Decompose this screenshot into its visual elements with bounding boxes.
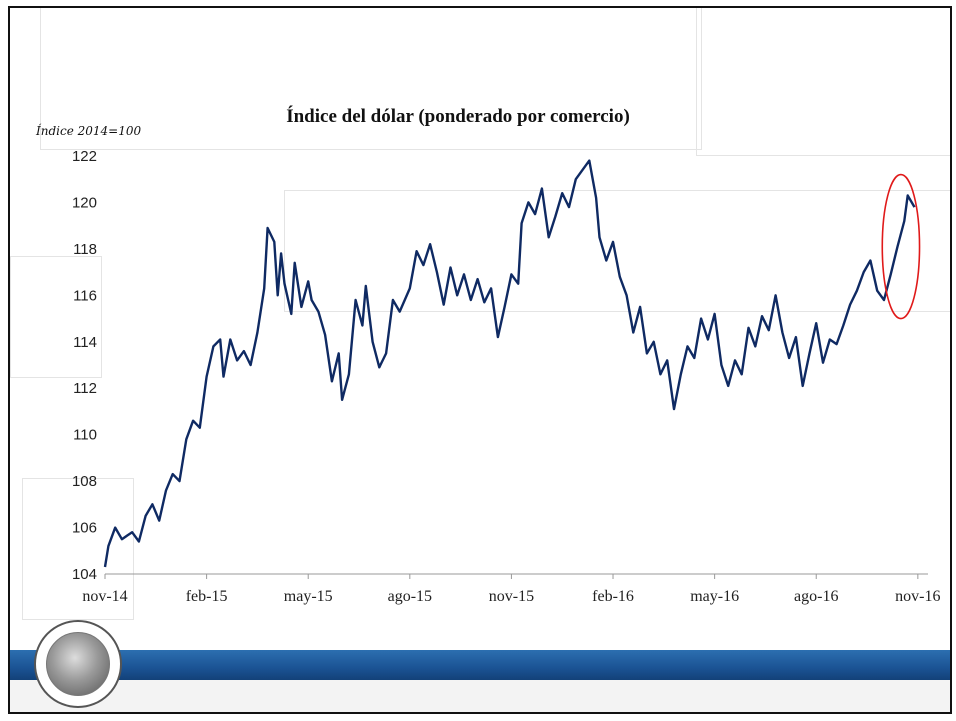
banco-republica-seal xyxy=(34,620,122,708)
x-tick-label: may-16 xyxy=(690,588,739,605)
x-tick-label: may-15 xyxy=(284,588,333,605)
slide: Índice del dólar (ponderado por comercio… xyxy=(8,6,952,714)
y-axis-ticks: 104 106 108 110 112 114 116 118 120 122 xyxy=(72,148,97,583)
x-tick-label: ago-16 xyxy=(794,588,838,605)
x-tick-label: feb-16 xyxy=(592,588,634,605)
y-tick-label: 108 xyxy=(72,473,97,490)
background-frame xyxy=(696,8,950,156)
background-frame xyxy=(22,478,134,620)
footer-shadow xyxy=(10,680,950,712)
footer-band xyxy=(10,650,950,680)
x-tick-label: nov-15 xyxy=(489,588,534,605)
background-frame xyxy=(10,256,102,378)
y-tick-label: 112 xyxy=(73,380,97,397)
dollar-index-chart: 104 106 108 110 112 114 116 118 120 122 nov-14 feb… xyxy=(72,148,941,605)
x-tick-label: ago-15 xyxy=(388,588,432,605)
y-tick-label: 114 xyxy=(73,334,97,351)
x-axis-ticks: nov-14 feb-15 may-15 ago-15 nov-15 feb-16 may-… xyxy=(82,574,941,605)
y-tick-label: 110 xyxy=(73,427,97,444)
chart-title: Índice del dólar (ponderado por comercio… xyxy=(286,106,630,127)
seal-portrait xyxy=(46,632,110,696)
highlight-circle xyxy=(881,173,921,320)
y-tick-label: 104 xyxy=(72,566,97,583)
y-tick-label: 120 xyxy=(72,194,97,211)
y-tick-label: 118 xyxy=(73,241,97,258)
y-tick-label: 106 xyxy=(72,520,97,537)
y-tick-label: 122 xyxy=(72,148,97,165)
y-axis-label: Índice 2014=100 xyxy=(36,124,142,138)
x-tick-label: feb-15 xyxy=(186,588,228,605)
x-tick-label: nov-16 xyxy=(895,588,940,605)
y-tick-label: 116 xyxy=(73,287,97,304)
x-tick-label: nov-14 xyxy=(82,588,127,605)
background-frame xyxy=(40,8,702,150)
series-line-dollar-index xyxy=(103,159,916,568)
background-frame xyxy=(284,190,950,312)
